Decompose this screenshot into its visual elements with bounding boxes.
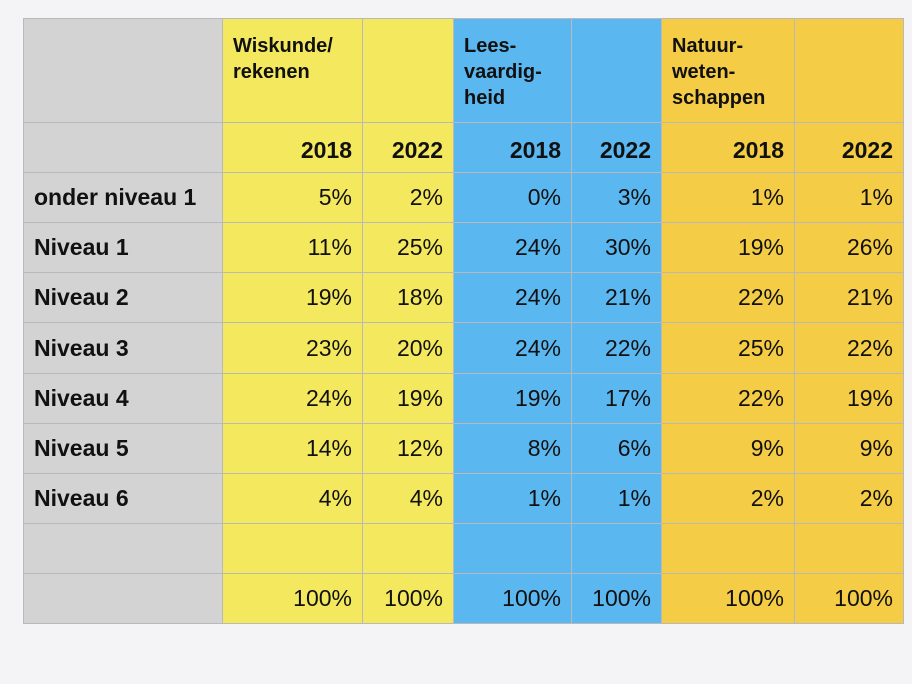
total-cell: 100%	[571, 572, 662, 625]
value-cell: 5%	[222, 172, 363, 224]
results-table: Wiskunde/ rekenen Lees- vaardig- heid Na…	[23, 17, 904, 625]
subject-header-spacer-wiskunde	[362, 17, 454, 124]
subject-header-wiskunde: Wiskunde/ rekenen	[222, 17, 363, 124]
subject-header-natuurwetenschappen: Natuur- weten- schappen	[661, 17, 795, 124]
subject-header-spacer-natuurwetenschappen	[794, 17, 904, 124]
value-cell: 19%	[794, 372, 904, 424]
value-cell: 22%	[571, 322, 662, 374]
empty-cell	[23, 522, 223, 574]
empty-cell	[794, 522, 904, 574]
year-corner-cell	[23, 122, 223, 174]
value-cell: 23%	[222, 322, 363, 374]
value-cell: 25%	[661, 322, 795, 374]
year-header-cell: 2022	[794, 122, 904, 174]
results-table-container: Wiskunde/ rekenen Lees- vaardig- heid Na…	[23, 17, 904, 625]
year-header-cell: 2018	[453, 122, 572, 174]
value-cell: 21%	[571, 272, 662, 324]
value-cell: 0%	[453, 172, 572, 224]
row-label: Niveau 1	[23, 222, 223, 274]
value-cell: 1%	[794, 172, 904, 224]
value-cell: 19%	[362, 372, 454, 424]
year-header-cell: 2022	[571, 122, 662, 174]
empty-cell	[661, 522, 795, 574]
value-cell: 14%	[222, 422, 363, 474]
value-cell: 11%	[222, 222, 363, 274]
table-row: Niveau 1 11% 25% 24% 30% 19% 26%	[23, 222, 904, 274]
subject-header-leesvaardigheid: Lees- vaardig- heid	[453, 17, 572, 124]
value-cell: 24%	[453, 272, 572, 324]
total-cell: 100%	[453, 572, 572, 625]
total-cell: 100%	[362, 572, 454, 625]
value-cell: 12%	[362, 422, 454, 474]
value-cell: 9%	[661, 422, 795, 474]
value-cell: 17%	[571, 372, 662, 424]
subject-header-spacer-leesvaardigheid	[571, 17, 662, 124]
value-cell: 4%	[362, 472, 454, 524]
value-cell: 21%	[794, 272, 904, 324]
value-cell: 26%	[794, 222, 904, 274]
table-row: Niveau 4 24% 19% 19% 17% 22% 19%	[23, 372, 904, 424]
value-cell: 22%	[794, 322, 904, 374]
value-cell: 1%	[571, 472, 662, 524]
empty-cell	[571, 522, 662, 574]
subject-header-row: Wiskunde/ rekenen Lees- vaardig- heid Na…	[23, 17, 904, 124]
value-cell: 24%	[453, 322, 572, 374]
year-header-cell: 2018	[222, 122, 363, 174]
table-row: Niveau 2 19% 18% 24% 21% 22% 21%	[23, 272, 904, 324]
row-label: Niveau 4	[23, 372, 223, 424]
empty-cell	[222, 522, 363, 574]
value-cell: 19%	[453, 372, 572, 424]
row-label: Niveau 2	[23, 272, 223, 324]
total-row: 100% 100% 100% 100% 100% 100%	[23, 572, 904, 625]
value-cell: 1%	[453, 472, 572, 524]
total-cell: 100%	[661, 572, 795, 625]
year-header-row: 2018 2022 2018 2022 2018 2022	[23, 122, 904, 174]
row-label: onder niveau 1	[23, 172, 223, 224]
corner-cell	[23, 17, 223, 124]
value-cell: 4%	[222, 472, 363, 524]
table-row: Niveau 6 4% 4% 1% 1% 2% 2%	[23, 472, 904, 524]
year-header-cell: 2022	[362, 122, 454, 174]
empty-cell	[453, 522, 572, 574]
table-body: Wiskunde/ rekenen Lees- vaardig- heid Na…	[23, 17, 904, 625]
value-cell: 2%	[661, 472, 795, 524]
empty-row	[23, 522, 904, 574]
value-cell: 2%	[794, 472, 904, 524]
empty-cell	[362, 522, 454, 574]
total-cell: 100%	[222, 572, 363, 625]
value-cell: 6%	[571, 422, 662, 474]
row-label: Niveau 3	[23, 322, 223, 374]
value-cell: 2%	[362, 172, 454, 224]
value-cell: 19%	[661, 222, 795, 274]
value-cell: 19%	[222, 272, 363, 324]
total-label-cell	[23, 572, 223, 625]
value-cell: 9%	[794, 422, 904, 474]
table-row: Niveau 3 23% 20% 24% 22% 25% 22%	[23, 322, 904, 374]
value-cell: 30%	[571, 222, 662, 274]
value-cell: 18%	[362, 272, 454, 324]
value-cell: 1%	[661, 172, 795, 224]
value-cell: 22%	[661, 272, 795, 324]
value-cell: 24%	[453, 222, 572, 274]
row-label: Niveau 5	[23, 422, 223, 474]
table-row: onder niveau 1 5% 2% 0% 3% 1% 1%	[23, 172, 904, 224]
value-cell: 24%	[222, 372, 363, 424]
row-label: Niveau 6	[23, 472, 223, 524]
value-cell: 25%	[362, 222, 454, 274]
value-cell: 8%	[453, 422, 572, 474]
value-cell: 22%	[661, 372, 795, 424]
table-row: Niveau 5 14% 12% 8% 6% 9% 9%	[23, 422, 904, 474]
total-cell: 100%	[794, 572, 904, 625]
year-header-cell: 2018	[661, 122, 795, 174]
value-cell: 20%	[362, 322, 454, 374]
value-cell: 3%	[571, 172, 662, 224]
